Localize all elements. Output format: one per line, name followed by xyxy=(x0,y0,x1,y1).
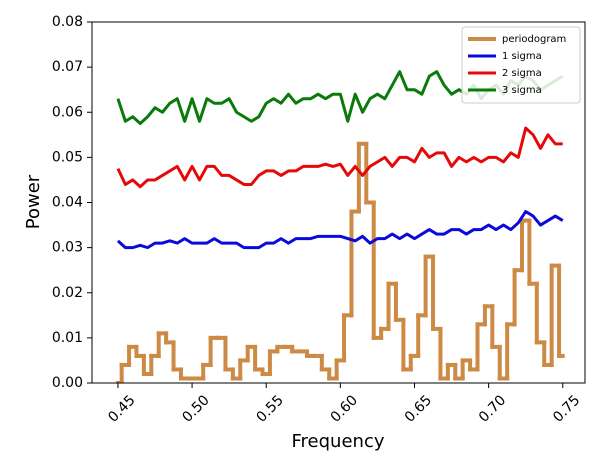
x-tick-label: 0.50 xyxy=(179,392,212,425)
y-tick-label: 0.01 xyxy=(52,330,83,346)
x-tick-label: 0.65 xyxy=(402,392,435,425)
y-tick-label: 0.08 xyxy=(52,14,83,30)
legend-label: 1 sigma xyxy=(502,51,542,62)
legend-label: 2 sigma xyxy=(502,68,542,79)
legend-label: 3 sigma xyxy=(502,85,542,96)
y-tick-label: 0.04 xyxy=(52,195,83,211)
y-tick-label: 0.05 xyxy=(52,149,83,165)
series-line xyxy=(116,126,563,189)
y-tick-label: 0.03 xyxy=(52,240,83,256)
plot-frame xyxy=(91,21,586,384)
legend-box xyxy=(461,26,581,104)
plot-area xyxy=(115,70,565,383)
x-tick-label: 0.70 xyxy=(476,392,509,425)
y-axis-label: Power xyxy=(23,174,44,229)
y-tick-label: 0.00 xyxy=(52,375,83,391)
y-tick-label: 0.07 xyxy=(52,59,83,75)
y-tick-label: 0.06 xyxy=(52,104,83,120)
x-tick-label: 0.55 xyxy=(254,392,287,425)
legend-label: periodogram xyxy=(502,34,566,45)
y-tick-label: 0.02 xyxy=(52,285,83,301)
x-tick-label: 0.60 xyxy=(328,392,361,425)
x-axis-label: Frequency xyxy=(292,431,385,452)
series-line xyxy=(116,210,564,250)
x-tick-label: 0.45 xyxy=(105,392,138,425)
x-tick-label: 0.75 xyxy=(550,392,583,425)
